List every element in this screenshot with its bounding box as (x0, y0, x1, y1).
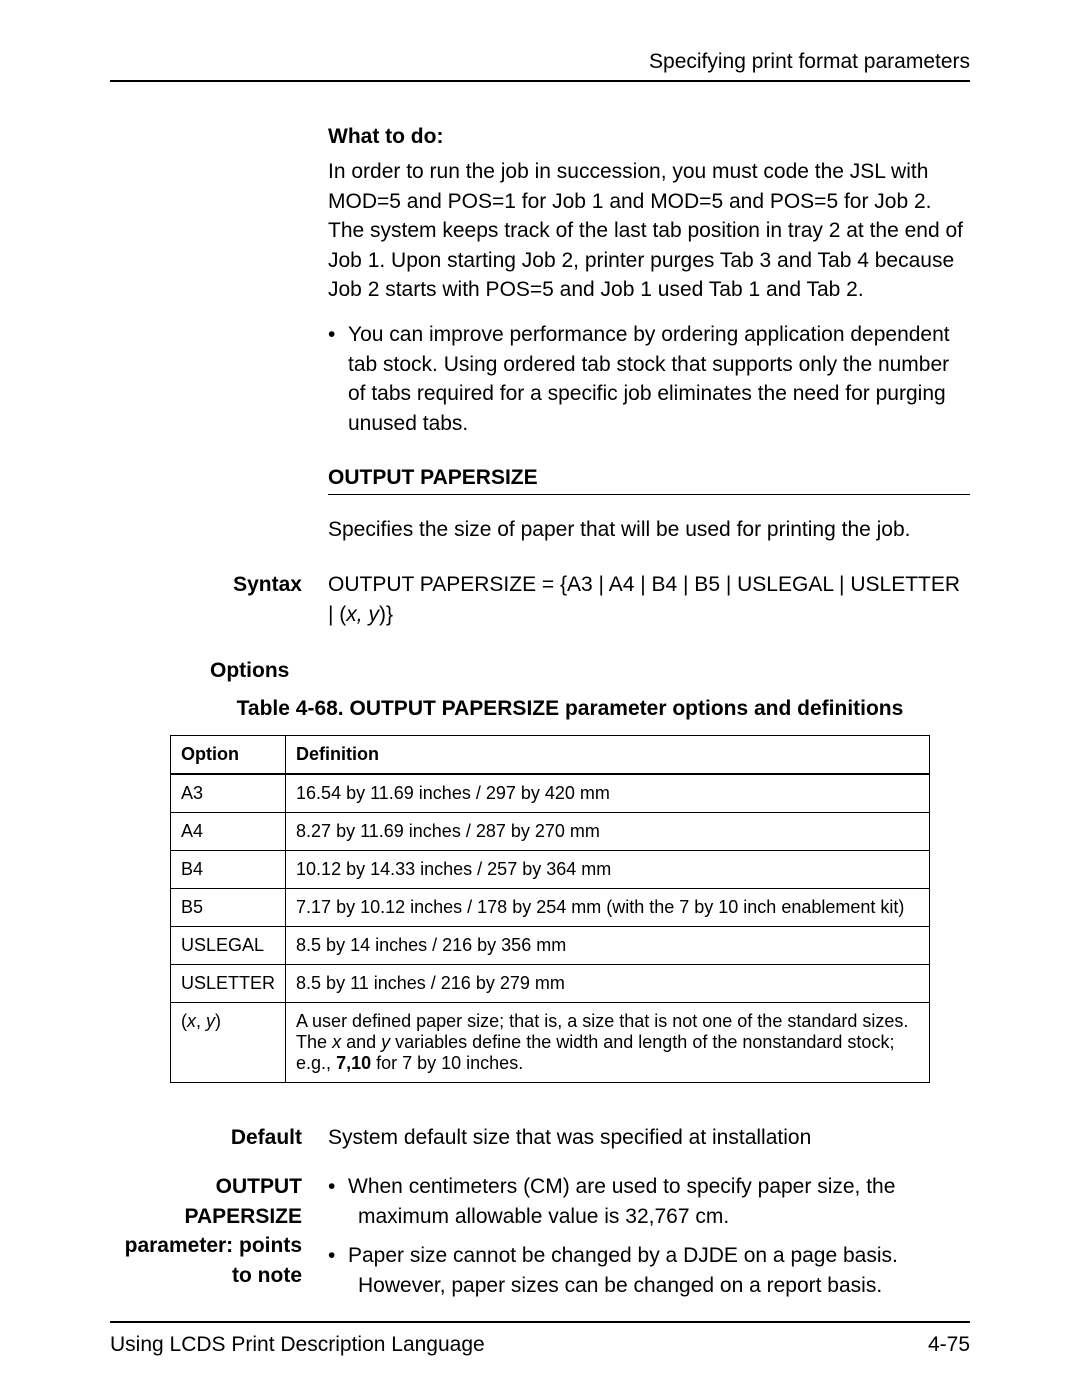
xy-right: ) (215, 1011, 221, 1031)
table-caption: Table 4-68. OUTPUT PAPERSIZE parameter o… (170, 697, 970, 721)
xy-def-3: for 7 by 10 inches. (371, 1053, 523, 1073)
notes-content: •When centimeters (CM) are used to speci… (328, 1172, 970, 1310)
xy-def-x: x (332, 1032, 341, 1052)
what-to-do-para: In order to run the job in succession, y… (328, 157, 970, 304)
footer-left: Using LCDS Print Description Language (110, 1333, 485, 1357)
note-text: Paper size cannot be changed by a DJDE o… (348, 1244, 898, 1296)
papersize-heading: OUTPUT PAPERSIZE (328, 466, 970, 490)
note-text: When centimeters (CM) are used to specif… (348, 1175, 895, 1227)
col-definition-header: Definition (286, 736, 930, 775)
xy-def-y: y (381, 1032, 390, 1052)
syntax-label: Syntax (110, 570, 328, 629)
table-header-row: Option Definition (171, 736, 930, 775)
footer-row: Using LCDS Print Description Language 4-… (110, 1333, 970, 1357)
papersize-table: Option Definition A3 16.54 by 11.69 inch… (170, 735, 930, 1083)
footer-rule (110, 1321, 970, 1323)
xy-def-bold: 7,10 (336, 1053, 371, 1073)
what-to-do-block: What to do: In order to run the job in s… (328, 122, 970, 304)
default-row: Default System default size that was spe… (110, 1123, 970, 1152)
xy-def-mid1: and (341, 1032, 381, 1052)
page-header: Specifying print format parameters (110, 50, 970, 82)
option-cell: (x, y) (171, 1003, 286, 1083)
footer-right: 4-75 (928, 1333, 970, 1357)
xy-x: x (187, 1011, 196, 1031)
default-label: Default (110, 1123, 328, 1152)
definition-cell: 8.5 by 11 inches / 216 by 279 mm (286, 965, 930, 1003)
option-cell: A4 (171, 813, 286, 851)
definition-cell: 8.5 by 14 inches / 216 by 356 mm (286, 927, 930, 965)
performance-bullet-text: You can improve performance by ordering … (348, 323, 950, 434)
bullet-icon: • (328, 320, 348, 349)
table-row: USLETTER 8.5 by 11 inches / 216 by 279 m… (171, 965, 930, 1003)
syntax-suffix: )} (379, 603, 393, 626)
definition-cell: 8.27 by 11.69 inches / 287 by 270 mm (286, 813, 930, 851)
papersize-desc-block: Specifies the size of paper that will be… (328, 515, 970, 544)
papersize-desc: Specifies the size of paper that will be… (328, 515, 970, 544)
definition-cell: 7.17 by 10.12 inches / 178 by 254 mm (wi… (286, 889, 930, 927)
table-row: (x, y) A user defined paper size; that i… (171, 1003, 930, 1083)
note-item: •Paper size cannot be changed by a DJDE … (328, 1241, 970, 1300)
syntax-content: OUTPUT PAPERSIZE = {A3 | A4 | B4 | B5 | … (328, 570, 970, 629)
bullet-icon: • (328, 1241, 348, 1270)
xy-y: y (206, 1011, 215, 1031)
syntax-row: Syntax OUTPUT PAPERSIZE = {A3 | A4 | B4 … (110, 570, 970, 629)
notes-label: OUTPUT PAPERSIZE parameter: points to no… (110, 1172, 328, 1310)
definition-cell: 16.54 by 11.69 inches / 297 by 420 mm (286, 774, 930, 813)
table-row: B4 10.12 by 14.33 inches / 257 by 364 mm (171, 851, 930, 889)
syntax-xy: x, y (346, 603, 379, 626)
table-row: B5 7.17 by 10.12 inches / 178 by 254 mm … (171, 889, 930, 927)
section-rule (328, 494, 970, 495)
bullet-icon: • (328, 1172, 348, 1201)
option-cell: B4 (171, 851, 286, 889)
xy-mid: , (196, 1011, 206, 1031)
syntax-prefix: OUTPUT PAPERSIZE = {A3 | A4 | B4 | B5 | … (328, 573, 960, 625)
option-cell: USLETTER (171, 965, 286, 1003)
table-row: USLEGAL 8.5 by 14 inches / 216 by 356 mm (171, 927, 930, 965)
options-label: Options (210, 659, 970, 683)
page-footer: Using LCDS Print Description Language 4-… (110, 1321, 970, 1357)
header-title: Specifying print format parameters (649, 50, 970, 73)
note-item: •When centimeters (CM) are used to speci… (328, 1172, 970, 1231)
table-row: A3 16.54 by 11.69 inches / 297 by 420 mm (171, 774, 930, 813)
option-cell: B5 (171, 889, 286, 927)
definition-cell: 10.12 by 14.33 inches / 257 by 364 mm (286, 851, 930, 889)
option-cell: USLEGAL (171, 927, 286, 965)
table-row: A4 8.27 by 11.69 inches / 287 by 270 mm (171, 813, 930, 851)
definition-cell: A user defined paper size; that is, a si… (286, 1003, 930, 1083)
notes-row: OUTPUT PAPERSIZE parameter: points to no… (110, 1172, 970, 1310)
default-content: System default size that was specified a… (328, 1123, 970, 1152)
what-to-do-label: What to do: (328, 122, 970, 151)
col-option-header: Option (171, 736, 286, 775)
performance-bullet: •You can improve performance by ordering… (328, 320, 970, 438)
option-cell: A3 (171, 774, 286, 813)
